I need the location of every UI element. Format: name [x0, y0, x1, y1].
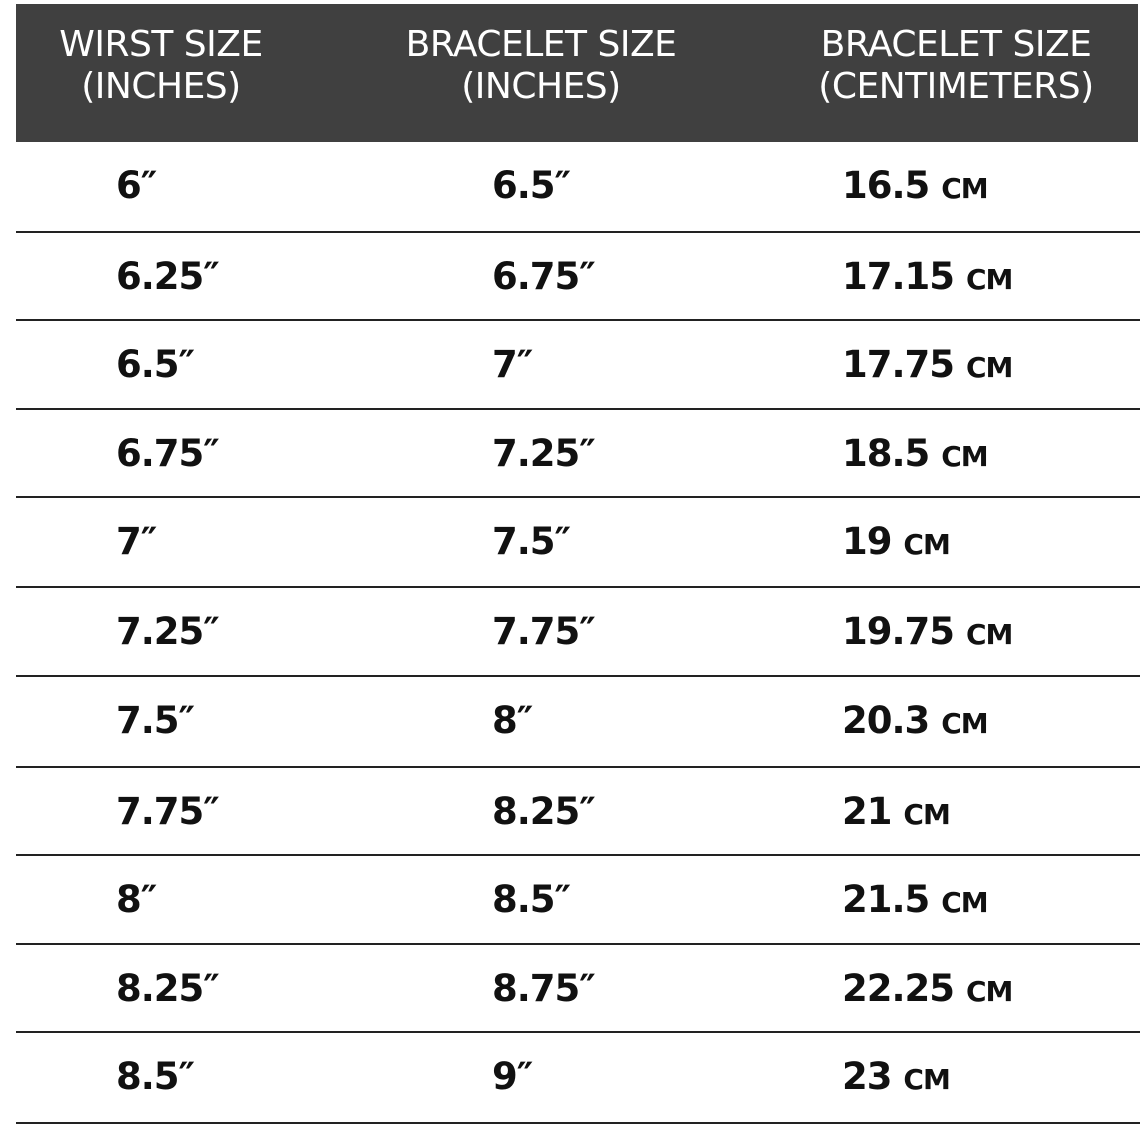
cm-value: 21.5	[842, 878, 930, 921]
header-line: (CENTIMETERS)	[818, 66, 1094, 107]
cm-value: 21	[842, 790, 892, 833]
header-line: WIRST SIZE	[59, 24, 263, 65]
cm-value: 17.75	[842, 343, 955, 386]
bracelet-size-inches: 6.75″	[492, 255, 596, 298]
bracelet-size-inches: 7.75″	[492, 610, 596, 653]
bracelet-size-cm: 20.3 CM	[842, 699, 989, 742]
bracelet-size-inches: 8.5″	[492, 878, 571, 921]
bracelet-size-inches: 9″	[492, 1055, 533, 1098]
header-bracelet-cm: BRACELET SIZE (CENTIMETERS)	[786, 24, 1126, 108]
wrist-size: 6.75″	[116, 432, 220, 475]
table-row: 6.5″ 7″ 17.75 CM	[16, 321, 1140, 410]
bracelet-size-inches: 7.5″	[492, 520, 571, 563]
header-wrist-size: WIRST SIZE (INCHES)	[36, 24, 286, 108]
bracelet-size-cm: 19.75 CM	[842, 610, 1013, 653]
cm-unit: CM	[965, 618, 1013, 651]
cm-value: 19.75	[842, 610, 955, 653]
wrist-size: 7″	[116, 520, 157, 563]
wrist-size: 8.5″	[116, 1055, 195, 1098]
cm-unit: CM	[903, 528, 950, 561]
bracelet-size-inches: 8″	[492, 699, 533, 742]
cm-unit: CM	[941, 172, 988, 205]
cm-value: 22.25	[842, 967, 955, 1010]
cm-unit: CM	[965, 975, 1013, 1008]
header-line: (INCHES)	[81, 66, 241, 107]
table-row: 7″ 7.5″ 19 CM	[16, 498, 1140, 588]
wrist-size: 8″	[116, 878, 157, 921]
header-line: BRACELET SIZE	[820, 24, 1092, 65]
table-row: 7.75″ 8.25″ 21 CM	[16, 768, 1140, 856]
cm-unit: CM	[965, 263, 1013, 296]
table-row: 6″ 6.5″ 16.5 CM	[16, 142, 1140, 233]
wrist-size: 8.25″	[116, 967, 220, 1010]
wrist-size: 7.75″	[116, 790, 220, 833]
bracelet-size-cm: 22.25 CM	[842, 967, 1013, 1010]
bracelet-size-cm: 23 CM	[842, 1055, 951, 1098]
cm-value: 20.3	[842, 699, 930, 742]
cm-value: 19	[842, 520, 892, 563]
cm-unit: CM	[941, 886, 988, 919]
bracelet-size-cm: 18.5 CM	[842, 432, 989, 475]
bracelet-size-cm: 16.5 CM	[842, 164, 989, 207]
wrist-size: 7.5″	[116, 699, 195, 742]
header-line: BRACELET SIZE	[405, 24, 677, 65]
cm-unit: CM	[965, 351, 1013, 384]
cm-value: 23	[842, 1055, 892, 1098]
cm-value: 17.15	[842, 255, 955, 298]
header-line: (INCHES)	[461, 66, 621, 107]
table-row: 6.25″ 6.75″ 17.15 CM	[16, 233, 1140, 321]
bracelet-size-inches: 8.25″	[492, 790, 596, 833]
cm-unit: CM	[903, 798, 950, 831]
bracelet-size-inches: 7.25″	[492, 432, 596, 475]
bracelet-size-cm: 21 CM	[842, 790, 951, 833]
wrist-size: 6.5″	[116, 343, 195, 386]
cm-unit: CM	[941, 707, 988, 740]
bracelet-size-cm: 17.75 CM	[842, 343, 1013, 386]
cm-unit: CM	[903, 1063, 950, 1096]
wrist-size: 6″	[116, 164, 157, 207]
bracelet-size-inches: 8.75″	[492, 967, 596, 1010]
cm-value: 16.5	[842, 164, 930, 207]
table-row: 8.5″ 9″ 23 CM	[16, 1033, 1140, 1124]
table-row: 8.25″ 8.75″ 22.25 CM	[16, 945, 1140, 1033]
table-row: 7.25″ 7.75″ 19.75 CM	[16, 588, 1140, 677]
table-row: 8″ 8.5″ 21.5 CM	[16, 856, 1140, 945]
bracelet-size-inches: 6.5″	[492, 164, 571, 207]
bracelet-size-cm: 19 CM	[842, 520, 951, 563]
bracelet-size-cm: 21.5 CM	[842, 878, 989, 921]
header-bracelet-inches: BRACELET SIZE (INCHES)	[376, 24, 706, 108]
wrist-size: 6.25″	[116, 255, 220, 298]
bracelet-size-inches: 7″	[492, 343, 533, 386]
table-row: 7.5″ 8″ 20.3 CM	[16, 677, 1140, 768]
wrist-size: 7.25″	[116, 610, 220, 653]
bracelet-size-cm: 17.15 CM	[842, 255, 1013, 298]
table-row: 6.75″ 7.25″ 18.5 CM	[16, 410, 1140, 498]
cm-unit: CM	[941, 440, 988, 473]
table-header: WIRST SIZE (INCHES) BRACELET SIZE (INCHE…	[16, 4, 1138, 142]
cm-value: 18.5	[842, 432, 930, 475]
